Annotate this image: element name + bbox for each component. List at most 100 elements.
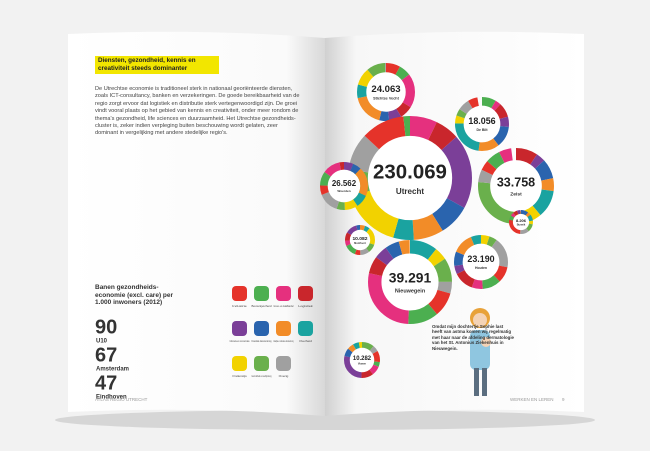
- donut-segment: [454, 234, 509, 289]
- legend-icon: [276, 321, 291, 336]
- donut-value: 33.758: [497, 175, 535, 189]
- donut-label: Stichtse Vecht: [373, 96, 399, 100]
- legend-icon: [232, 286, 247, 301]
- donut-segment: [319, 162, 368, 211]
- left-page: [68, 31, 325, 416]
- donut-segment: [478, 148, 555, 225]
- donut-segment: [478, 148, 555, 225]
- donut-segment: [368, 240, 452, 324]
- legend-label: Gezondheid en welzijnszorg: [252, 374, 272, 378]
- donut-segment: [344, 225, 375, 256]
- donut-segment: [344, 341, 381, 378]
- legend-label: Onderwijs: [232, 374, 247, 378]
- donut-bg: [327, 169, 361, 203]
- donut-segment: [356, 62, 416, 121]
- donut-segment: [454, 96, 510, 151]
- footer-right: WERKEN EN LEREN: [510, 397, 554, 402]
- donut-label: Bunnik: [517, 223, 526, 226]
- donut-value: 10.082: [352, 236, 367, 242]
- donut-segment: [344, 341, 381, 378]
- donut-label: Utrecht: [396, 187, 424, 196]
- legend-icon: [276, 286, 291, 301]
- donut-segment: [454, 96, 510, 151]
- donut: 18.056 De Bilt: [454, 96, 510, 151]
- donut-value: 8.206: [516, 218, 527, 223]
- legend-icon: [254, 286, 269, 301]
- legend-label: Zakelijke en collectieve dienstverlening: [274, 339, 294, 343]
- donut-segment: [319, 162, 368, 211]
- donut-value: 24.063: [371, 84, 400, 95]
- legend-label: Groot- en detailhandel: [274, 304, 294, 308]
- donut-segment: [508, 209, 533, 234]
- legend-icon: [254, 356, 269, 371]
- donut-segment: [347, 116, 473, 241]
- donut: 39.291 Nieuwegein: [368, 240, 452, 324]
- stat-value: 90: [95, 316, 117, 338]
- stat-label: U10: [96, 339, 108, 345]
- donut-segment: [508, 209, 533, 234]
- legend-label: Financiële dienstverlening: [252, 339, 272, 343]
- donut-segment: [344, 225, 375, 256]
- donut-label: Montfoort: [354, 242, 366, 245]
- donut-bg: [367, 135, 453, 221]
- donut-value: 18.056: [468, 116, 495, 126]
- legend-icon: [298, 321, 313, 336]
- donut-segment: [454, 96, 510, 151]
- stat-value: 67: [95, 344, 117, 366]
- donut-segment: [356, 62, 416, 121]
- stats-title: Banen gezondheids-economie (excl. care) …: [95, 284, 174, 307]
- donut-segment: [344, 341, 381, 378]
- page-number: 9: [562, 397, 565, 402]
- donut: 33.758 Zeist: [478, 148, 555, 225]
- donut-value: 230.069: [373, 160, 447, 183]
- stat-value: 47: [95, 372, 117, 394]
- donut-bg: [349, 229, 371, 251]
- donut-segment: [368, 240, 452, 324]
- donut-label: Nieuwegein: [395, 289, 425, 295]
- legend-icon: [232, 321, 247, 336]
- legend-icon: [232, 356, 247, 371]
- donut-segment: [368, 240, 452, 324]
- donut-value: 23.190: [467, 254, 494, 264]
- legend-label: Bouwnijverheid: [252, 304, 272, 308]
- donut-segment: [508, 209, 533, 234]
- donut-segment: [356, 62, 416, 121]
- legend-icon: [276, 356, 291, 371]
- legend-icon: [254, 321, 269, 336]
- donut-label: Vianen: [358, 363, 367, 366]
- donut-segment: [347, 116, 473, 241]
- donut-segment: [356, 62, 416, 121]
- donut: 230.069 Utrecht: [347, 116, 473, 241]
- donut-segment: [368, 240, 452, 324]
- legend-label: Overheid: [299, 339, 312, 343]
- legend-icon: [298, 286, 313, 301]
- donut-value: 10.282: [353, 356, 372, 362]
- donut-segment: [508, 209, 533, 234]
- donut-bg: [512, 213, 530, 231]
- caption: Omdat mijn dochtertje Sophie last heeft …: [432, 324, 514, 351]
- donut-segment: [454, 96, 510, 151]
- donut-segment: [454, 234, 509, 289]
- heading: Diensten, gezondheid, kennis en creativi…: [95, 56, 219, 74]
- footer-left: ATLAS REGIO UTRECHT: [95, 397, 148, 402]
- stat-label: Amsterdam: [96, 367, 129, 373]
- donut-bg: [366, 72, 406, 112]
- person: [470, 308, 491, 396]
- donut-segment: [347, 116, 473, 241]
- donut-label: De Bilt: [476, 128, 488, 132]
- donut-segment: [344, 341, 381, 378]
- donut-segment: [344, 225, 375, 256]
- donut-label: Zeist: [510, 192, 522, 198]
- donut-bg: [381, 253, 439, 311]
- donut-segment: [454, 234, 509, 289]
- legend-label: Industrie: [232, 304, 247, 308]
- donut-bg: [462, 243, 500, 281]
- legend-label: Logistiek: [298, 304, 313, 308]
